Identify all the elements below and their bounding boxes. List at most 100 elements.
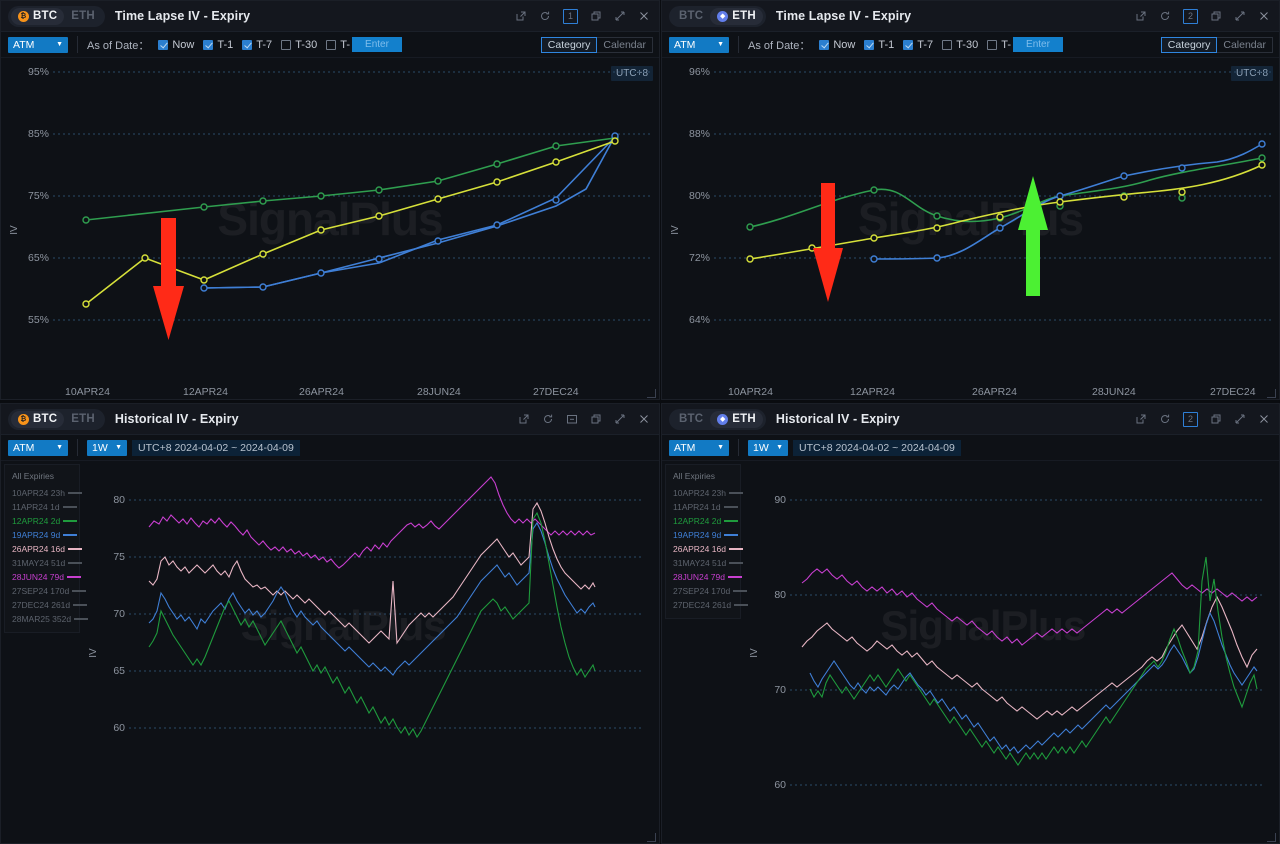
coin-toggle[interactable]: BTC ◆ ETH: [669, 408, 766, 430]
coin-btc[interactable]: ₿ BTC: [11, 7, 65, 25]
checkbox-t30[interactable]: T-30: [281, 39, 317, 51]
resize-handle[interactable]: [1267, 389, 1276, 398]
coin-btc[interactable]: BTC: [672, 8, 710, 25]
refresh-icon[interactable]: [542, 413, 554, 425]
toolbar-divider: [738, 36, 739, 53]
list-item[interactable]: 27DEC24 261d: [5, 598, 88, 612]
strike-select[interactable]: ATM ▼: [8, 439, 68, 456]
as-of-date-checkboxes: Now T-1 T-7 T-30 T- Enter: [158, 37, 402, 52]
period-select[interactable]: 1W ▼: [87, 439, 127, 456]
coin-eth[interactable]: ETH: [64, 8, 102, 25]
list-item[interactable]: 11APR24 1d: [666, 500, 740, 514]
refresh-icon[interactable]: [1159, 10, 1171, 22]
duplicate-icon[interactable]: [1210, 413, 1222, 425]
strike-select[interactable]: ATM ▼: [669, 439, 729, 456]
date-range-display[interactable]: UTC+8 2024-04-02 ~ 2024-04-09: [132, 439, 300, 456]
checkbox-t1[interactable]: T-1: [203, 39, 233, 51]
checkbox-t7[interactable]: T-7: [242, 39, 272, 51]
checkbox-t7[interactable]: T-7: [903, 39, 933, 51]
refresh-icon[interactable]: [1159, 413, 1171, 425]
duplicate-icon[interactable]: [590, 413, 602, 425]
tab-category[interactable]: Category: [540, 36, 598, 53]
list-item[interactable]: 12APR24 2d: [5, 514, 79, 528]
list-item[interactable]: 31MAY24 51d: [666, 556, 744, 570]
panel-toolbar: ATM ▼ As of Date： Now T-1 T-7 T-30 T- Ent…: [662, 32, 1279, 58]
chart-btc-historical-iv[interactable]: All Expiries 10APR24 23h 11APR24 1d 12AP…: [1, 461, 659, 843]
svg-text:80: 80: [113, 494, 125, 506]
close-icon[interactable]: [638, 10, 650, 22]
list-item[interactable]: 31MAY24 51d: [5, 556, 83, 570]
list-item[interactable]: 27DEC24 261d: [666, 598, 749, 612]
expiry-swatch: [68, 562, 83, 564]
list-item[interactable]: 28JUN24 79d: [5, 570, 81, 584]
expand-icon[interactable]: [614, 10, 626, 22]
list-item[interactable]: 19APR24 9d: [666, 528, 740, 542]
refresh-icon[interactable]: [539, 10, 551, 22]
close-icon[interactable]: [1258, 413, 1270, 425]
checkbox-label: T-7: [256, 38, 273, 51]
coin-eth[interactable]: ◆ ETH: [710, 7, 763, 25]
resize-handle[interactable]: [647, 389, 656, 398]
coin-btc[interactable]: BTC: [672, 411, 710, 428]
list-item[interactable]: 12APR24 2d: [666, 514, 740, 528]
list-item[interactable]: 26APR24 16d: [5, 542, 82, 556]
list-item[interactable]: 28JUN24 79d: [666, 570, 742, 584]
duplicate-icon[interactable]: [590, 10, 602, 22]
badge-2[interactable]: 2: [1183, 411, 1198, 427]
external-link-icon[interactable]: [518, 413, 530, 425]
checkbox-t30[interactable]: T-30: [942, 39, 978, 51]
expand-icon[interactable]: [1234, 413, 1246, 425]
svg-text:60: 60: [113, 722, 125, 734]
strike-select[interactable]: ATM ▼: [8, 36, 68, 53]
chart-btc-time-lapse-iv[interactable]: UTC+8 SignalPlus IV 95% 85% 65% 55% 75%: [1, 58, 659, 399]
badge-1[interactable]: 1: [563, 8, 578, 24]
list-item[interactable]: 28MAR25 352d: [5, 612, 89, 626]
list-item[interactable]: 19APR24 9d: [5, 528, 79, 542]
checkbox-now[interactable]: Now: [819, 39, 855, 51]
checkbox-t-custom[interactable]: T- Enter: [326, 37, 402, 52]
duplicate-icon[interactable]: [1210, 10, 1222, 22]
resize-handle[interactable]: [647, 833, 656, 842]
badge-2[interactable]: 2: [1183, 8, 1198, 24]
close-icon[interactable]: [1258, 10, 1270, 22]
tab-category[interactable]: Category: [1160, 36, 1218, 53]
chart-eth-historical-iv[interactable]: All Expiries 10APR24 23h 11APR24 1d 12AP…: [662, 461, 1279, 843]
coin-toggle[interactable]: BTC ◆ ETH: [669, 5, 766, 27]
external-link-icon[interactable]: [1135, 413, 1147, 425]
external-link-icon[interactable]: [515, 10, 527, 22]
strike-select[interactable]: ATM ▼: [669, 36, 729, 53]
expiry-list[interactable]: All Expiries 10APR24 23h 11APR24 1d 12AP…: [4, 464, 89, 633]
checkbox-now[interactable]: Now: [158, 39, 194, 51]
list-item[interactable]: 27SEP24 170d: [666, 584, 748, 598]
close-icon[interactable]: [638, 413, 650, 425]
list-item[interactable]: 27SEP24 170d: [5, 584, 87, 598]
list-item[interactable]: 10APR24 23h: [5, 486, 82, 500]
coin-btc[interactable]: ₿ BTC: [11, 410, 65, 428]
coin-toggle[interactable]: ₿ BTC ETH: [8, 408, 105, 430]
expiry-list[interactable]: All Expiries 10APR24 23h 11APR24 1d 12AP…: [665, 464, 749, 619]
checkbox-t1[interactable]: T-1: [864, 39, 894, 51]
x-tick: 26APR24: [299, 386, 344, 398]
list-item[interactable]: 11APR24 1d: [5, 500, 79, 514]
coin-eth[interactable]: ◆ ETH: [710, 410, 763, 428]
chevron-down-icon: ▼: [115, 444, 122, 451]
t-custom-input[interactable]: Enter: [351, 37, 402, 52]
list-item[interactable]: 10APR24 23h: [666, 486, 743, 500]
external-link-icon[interactable]: [1135, 10, 1147, 22]
period-select[interactable]: 1W ▼: [748, 439, 788, 456]
x-tick: 28JUN24: [1092, 386, 1136, 398]
t-custom-input[interactable]: Enter: [1012, 37, 1063, 52]
chart-eth-time-lapse-iv[interactable]: UTC+8 SignalPlus IV 96% 88% 80% 72% 64%: [662, 58, 1279, 399]
tab-calendar[interactable]: Calendar: [597, 36, 653, 53]
coin-toggle[interactable]: ₿ BTC ETH: [8, 5, 105, 27]
expand-icon[interactable]: [614, 413, 626, 425]
minimize-box-icon[interactable]: [566, 413, 578, 425]
svg-text:85%: 85%: [28, 128, 49, 140]
list-item[interactable]: 26APR24 16d: [666, 542, 743, 556]
expand-icon[interactable]: [1234, 10, 1246, 22]
coin-eth[interactable]: ETH: [64, 411, 102, 428]
date-range-display[interactable]: UTC+8 2024-04-02 ~ 2024-04-09: [793, 439, 961, 456]
resize-handle[interactable]: [1267, 833, 1276, 842]
checkbox-t-custom[interactable]: T- Enter: [987, 37, 1063, 52]
tab-calendar[interactable]: Calendar: [1217, 36, 1273, 53]
